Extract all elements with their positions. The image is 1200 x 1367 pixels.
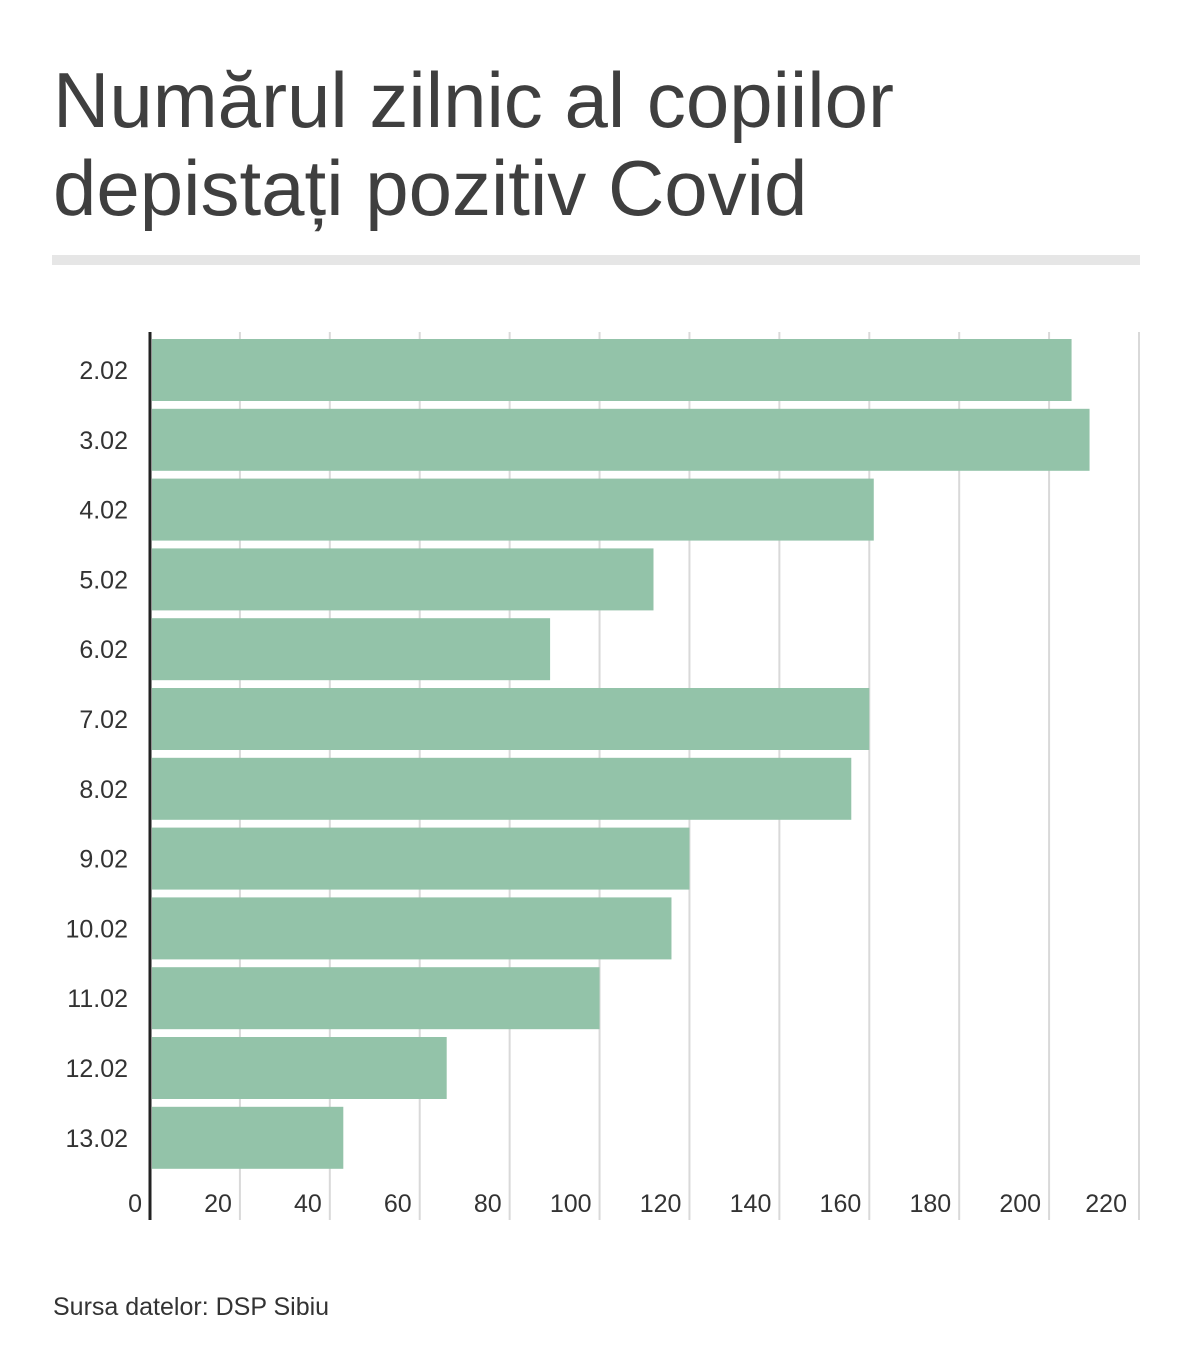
- title-divider: [52, 255, 1140, 265]
- x-tick-label: 100: [550, 1190, 592, 1218]
- x-tick-label: 180: [909, 1190, 951, 1218]
- y-tick-labels: 2.02 3.02 4.02 5.02 6.02 7.02 8.02 9.02 10.02 11.…: [65, 357, 128, 1153]
- bar: [152, 1037, 447, 1099]
- y-tick-label: 10.02: [65, 915, 128, 943]
- x-tick-label: 120: [640, 1190, 682, 1218]
- y-tick-label: 7.02: [79, 706, 128, 734]
- y-tick-label: 2.02: [79, 357, 128, 385]
- bars: [152, 339, 1090, 1169]
- x-tick-label: 200: [999, 1190, 1041, 1218]
- bar: [152, 967, 600, 1030]
- x-tick-labels: 0 20 40 60 80 100 120 140 160 180 200 220: [128, 1190, 1127, 1218]
- bar: [152, 548, 654, 611]
- y-tick-label: 4.02: [79, 497, 128, 525]
- bar: [152, 1106, 344, 1169]
- x-tick-label: 80: [474, 1190, 502, 1218]
- bar: [152, 688, 870, 750]
- bar: [152, 618, 551, 681]
- source-note: Sursa datelor: DSP Sibiu: [53, 1293, 330, 1321]
- x-tick-label: 140: [730, 1190, 772, 1218]
- x-tick-label: 160: [820, 1190, 862, 1218]
- y-tick-label: 6.02: [79, 636, 128, 664]
- bar: [152, 827, 690, 890]
- y-tick-label: 12.02: [65, 1055, 128, 1083]
- x-tick-label: 60: [384, 1190, 412, 1218]
- bar: [152, 478, 874, 541]
- bar: [152, 757, 852, 820]
- x-tick-label: 20: [204, 1190, 232, 1218]
- y-tick-label: 5.02: [79, 566, 128, 594]
- bar: [152, 408, 1090, 471]
- y-tick-label: 9.02: [79, 846, 128, 874]
- x-tick-label: 40: [294, 1190, 322, 1218]
- x-tick-label: 0: [128, 1190, 142, 1218]
- y-tick-label: 8.02: [79, 776, 128, 804]
- x-tick-label: 220: [1085, 1190, 1127, 1218]
- chart-title: Numărul zilnic al copiilor depistați poz…: [53, 56, 894, 232]
- y-tick-label: 3.02: [79, 427, 128, 455]
- bar: [152, 339, 1072, 401]
- y-tick-label: 11.02: [67, 985, 128, 1013]
- y-tick-label: 13.02: [65, 1125, 128, 1153]
- bar: [152, 897, 672, 960]
